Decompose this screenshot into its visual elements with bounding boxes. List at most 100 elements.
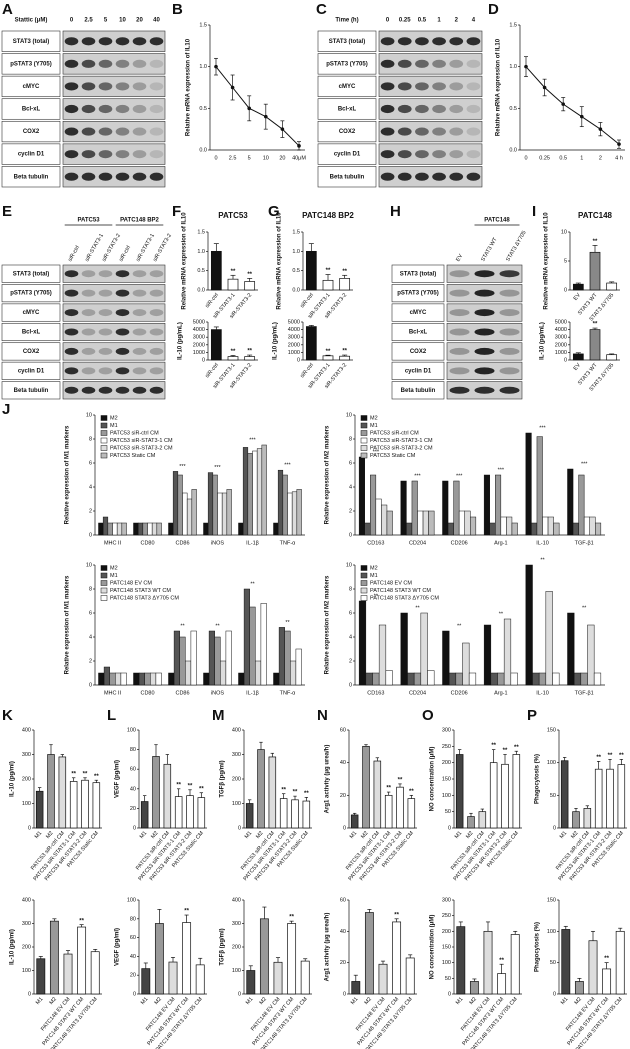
band xyxy=(149,309,164,317)
legend-label: M2 xyxy=(110,565,118,571)
blot-strip xyxy=(378,98,483,120)
bar xyxy=(503,618,512,686)
bar xyxy=(36,958,46,995)
bar xyxy=(405,957,415,995)
bar xyxy=(220,660,227,686)
band xyxy=(64,386,79,394)
bar xyxy=(210,329,222,361)
x-tick-label: M1 xyxy=(559,830,569,840)
band xyxy=(64,82,79,91)
bar xyxy=(141,968,151,995)
legend-label: M1 xyxy=(110,423,118,429)
band xyxy=(132,309,147,317)
legend-label: PATC148 STAT3 ΔY705 CM xyxy=(370,595,439,601)
significance: *** xyxy=(414,473,421,479)
bar xyxy=(69,781,78,829)
y-tick-label: 150 xyxy=(547,897,556,903)
row-label-box xyxy=(317,120,377,143)
legend-swatch xyxy=(360,587,368,594)
y-tick-label: 100 xyxy=(127,727,136,733)
bar xyxy=(147,522,153,536)
band xyxy=(81,386,96,394)
y-axis-label: TGFβ (pg/ml) xyxy=(220,760,226,797)
band xyxy=(132,104,147,114)
y-tick-label: 3000 xyxy=(193,335,205,341)
x-tick-label: CD80 xyxy=(140,690,154,696)
row-label: STAT3 (total) xyxy=(13,39,49,45)
bar xyxy=(420,612,428,686)
y-tick-label: 300 xyxy=(22,921,31,927)
panel-letter: F xyxy=(172,203,181,220)
blot-strip xyxy=(62,264,166,283)
significance: ** xyxy=(326,349,331,355)
x-tick-label: siR-ctrl xyxy=(299,292,315,309)
bar xyxy=(339,355,351,361)
legend-label: M1 xyxy=(370,573,378,579)
y-tick-label: 100 xyxy=(442,793,451,799)
band xyxy=(64,347,79,355)
row-label-box xyxy=(1,75,61,98)
bar xyxy=(407,798,416,829)
bar xyxy=(392,921,402,995)
row-label: COX2 xyxy=(23,129,40,135)
band xyxy=(449,309,470,317)
row-label-box xyxy=(1,381,61,400)
band xyxy=(81,309,96,317)
y-axis-label: IL-10 (pg/ml) xyxy=(10,929,16,965)
panel-letter: H xyxy=(390,203,401,220)
bar xyxy=(510,934,520,995)
band xyxy=(64,367,79,375)
legend-swatch xyxy=(100,595,108,601)
row-label-box xyxy=(391,284,445,303)
row-label-box xyxy=(1,342,61,361)
row-label: STAT3 (total) xyxy=(13,271,49,277)
legend-label: PATC53 siR-STAT3-2 CM xyxy=(370,445,433,451)
x-tick-label: CD204 xyxy=(409,690,426,696)
row-label: Bcl-xL xyxy=(22,107,41,113)
bar xyxy=(92,782,101,829)
band xyxy=(149,289,164,297)
legend-swatch xyxy=(100,437,108,444)
band xyxy=(98,82,113,91)
x-tick-label: CD163 xyxy=(367,540,384,546)
y-tick-label: 0 xyxy=(448,991,451,997)
bar xyxy=(468,672,477,686)
bar xyxy=(364,522,371,536)
bar xyxy=(490,672,498,686)
row-label-box xyxy=(1,264,61,283)
bar xyxy=(462,642,470,686)
row-label-box xyxy=(391,322,445,342)
band xyxy=(380,104,395,114)
band xyxy=(449,37,464,46)
legend-label: M2 xyxy=(370,415,378,421)
row-label: STAT3 (total) xyxy=(400,271,436,277)
band xyxy=(397,104,412,114)
band xyxy=(149,59,164,68)
x-tick-label: M2 xyxy=(45,830,55,840)
bar xyxy=(287,923,297,995)
x-tick-label: M2 xyxy=(360,830,370,840)
bar xyxy=(373,760,382,829)
band xyxy=(499,309,520,317)
band xyxy=(81,59,96,68)
significance: ** xyxy=(188,783,193,789)
significance: ** xyxy=(596,755,601,761)
x-tick-label: M1 xyxy=(34,830,44,840)
bar xyxy=(538,672,547,686)
y-tick-label: 0 xyxy=(349,682,352,688)
bar xyxy=(428,510,435,536)
y-axis-label: Relative mRNA expression of IL10 xyxy=(496,38,502,136)
y-axis-label: NO concentration (μM) xyxy=(430,915,436,980)
y-tick-label: 60 xyxy=(340,897,346,903)
bar xyxy=(156,522,162,536)
band xyxy=(432,127,446,136)
bar xyxy=(406,522,413,536)
bar xyxy=(300,960,310,995)
band xyxy=(132,127,147,136)
y-tick-label: 0 xyxy=(133,825,136,831)
bar xyxy=(407,672,415,686)
x-tick-label: CD80 xyxy=(140,540,154,546)
y-tick-label: 1.0 xyxy=(292,249,300,255)
y-axis-label: Relative expression of M2 markers xyxy=(325,425,331,524)
significance: ** xyxy=(247,272,252,278)
